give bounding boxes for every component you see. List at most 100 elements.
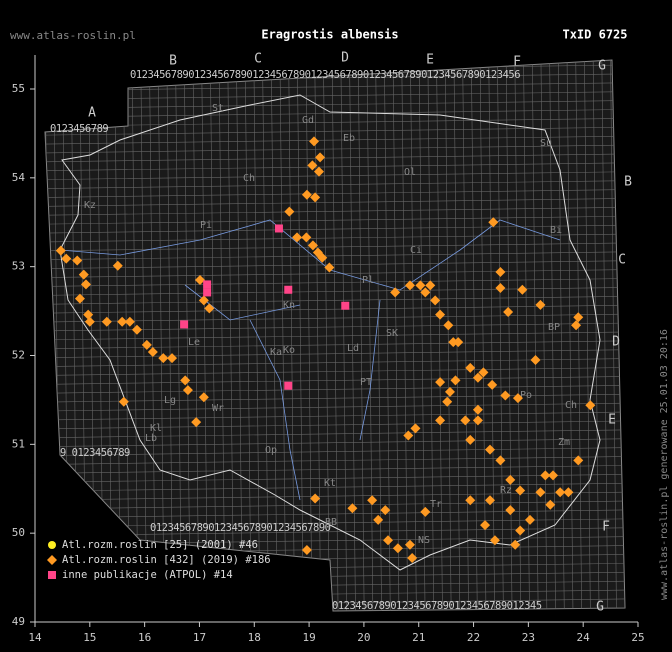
point — [383, 535, 394, 546]
grid-line — [540, 60, 548, 611]
grid-letter: B — [169, 54, 177, 69]
point — [465, 434, 476, 445]
point — [435, 415, 446, 426]
point — [585, 400, 596, 411]
point — [392, 543, 403, 554]
region-label: Tr — [430, 499, 442, 510]
grid-line — [610, 60, 617, 611]
grid-line — [45, 527, 625, 536]
region-label: Kl — [150, 423, 162, 434]
point — [443, 320, 454, 331]
point — [404, 539, 415, 550]
grid-line — [45, 269, 625, 278]
region-label: Ci — [410, 245, 422, 256]
grid-letter: E — [426, 53, 434, 68]
x-tick-label: 14 — [28, 631, 42, 644]
point — [112, 260, 123, 271]
point — [147, 346, 158, 357]
point — [390, 287, 401, 298]
region-label: Kt — [324, 478, 336, 489]
point — [430, 295, 441, 306]
grid-line — [45, 420, 625, 430]
region-label: Le — [188, 337, 200, 348]
point — [198, 295, 209, 306]
grid-letter: B — [624, 175, 632, 190]
point — [404, 280, 415, 291]
point — [180, 320, 189, 329]
grid-line — [436, 60, 443, 611]
grid-line — [45, 482, 625, 492]
point — [555, 487, 566, 498]
grid-line — [45, 465, 625, 474]
grid-line — [45, 135, 625, 145]
point — [317, 252, 328, 263]
y-tick-label: 50 — [12, 526, 25, 539]
grid-line — [210, 60, 217, 611]
grid-letter: F — [513, 55, 521, 70]
grid-line — [140, 60, 147, 611]
point — [78, 269, 89, 280]
point — [101, 316, 112, 327]
grid-line — [497, 60, 504, 611]
point — [167, 353, 178, 364]
point — [191, 417, 202, 428]
point — [284, 206, 295, 217]
x-tick-label: 25 — [631, 631, 644, 644]
point — [301, 189, 312, 200]
legend-label: Atl.rozm.roslin [25] (2001) #46 — [62, 539, 258, 551]
grid-line — [45, 287, 625, 296]
point — [347, 503, 358, 514]
point — [425, 280, 436, 291]
region-label: Kz — [84, 200, 96, 211]
point — [367, 495, 378, 506]
grid-line — [201, 60, 208, 611]
grid-line — [244, 60, 252, 611]
grid-line — [45, 402, 625, 412]
point — [571, 320, 582, 331]
point — [158, 353, 169, 364]
grid-line — [45, 91, 625, 100]
point — [442, 396, 453, 407]
point — [465, 495, 476, 506]
grid-line — [45, 438, 625, 447]
point — [563, 487, 574, 498]
grid-letter: G — [596, 600, 604, 615]
point — [403, 430, 414, 441]
grid-line — [166, 60, 174, 611]
grid-line — [584, 60, 591, 611]
point — [478, 367, 489, 378]
grid-line — [549, 60, 556, 611]
region-label: Lb — [145, 433, 157, 444]
grid-line — [288, 60, 295, 611]
region-label: Rz — [500, 485, 512, 496]
grid-line — [45, 224, 625, 234]
region-label: NS — [418, 535, 430, 546]
point — [198, 392, 209, 403]
point — [505, 474, 516, 485]
point — [487, 379, 498, 390]
grid-line — [45, 118, 625, 127]
point — [274, 224, 283, 233]
grid-line — [349, 60, 356, 611]
grid-line — [45, 144, 625, 154]
point — [203, 280, 212, 289]
point — [500, 390, 511, 401]
point — [472, 415, 483, 426]
grid-line — [45, 500, 625, 510]
region-label: PT — [360, 377, 372, 388]
region-label: Op — [265, 445, 277, 456]
point — [573, 455, 584, 466]
point — [341, 301, 350, 310]
legend-label: inne publikacje (ATPOL) #14 — [62, 569, 233, 581]
point — [195, 274, 206, 285]
grid-line — [45, 153, 625, 163]
region-label: Pl — [362, 275, 374, 286]
point — [310, 493, 321, 504]
point — [548, 470, 559, 481]
grid-line — [45, 242, 625, 252]
point — [324, 262, 335, 273]
grid-line — [601, 60, 609, 611]
grid-line — [45, 100, 625, 109]
point — [435, 377, 446, 388]
point — [301, 232, 312, 243]
